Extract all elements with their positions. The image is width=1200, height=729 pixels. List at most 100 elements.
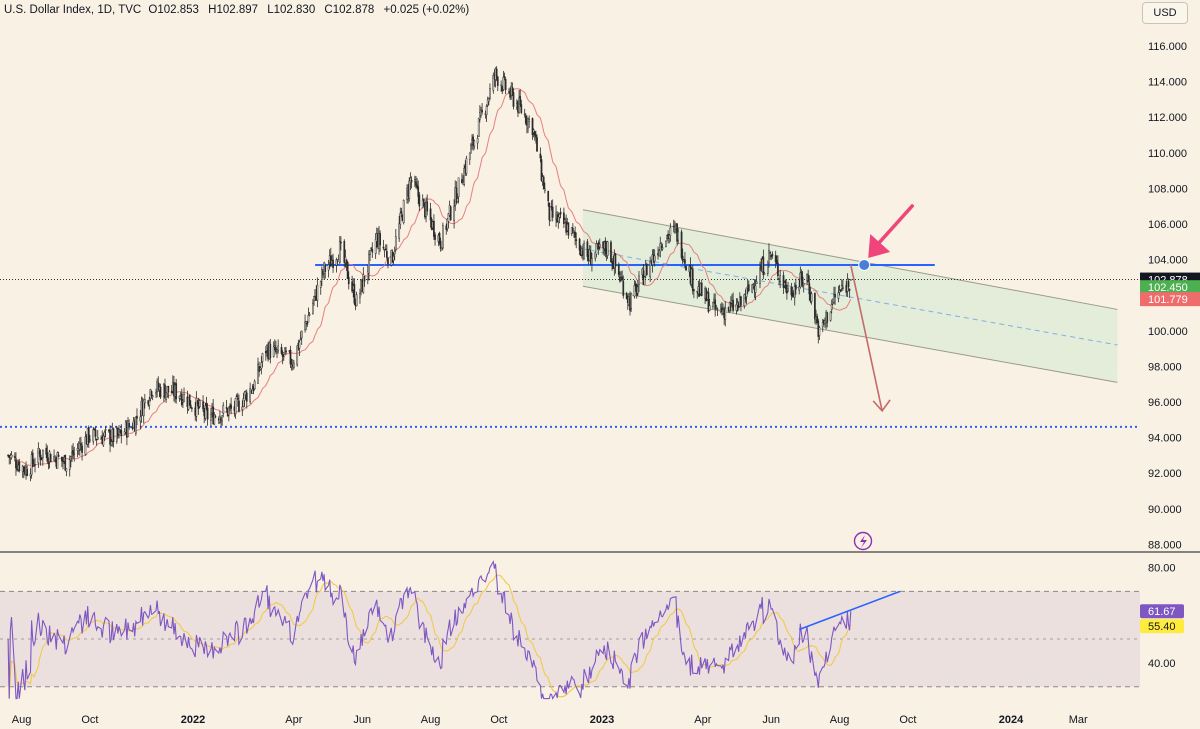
candle-body bbox=[800, 272, 803, 280]
high-label: H bbox=[208, 4, 217, 16]
candle-body bbox=[449, 206, 452, 220]
candle-body bbox=[251, 388, 254, 394]
candle-body bbox=[755, 281, 758, 284]
candle-body bbox=[292, 362, 295, 368]
candle-body bbox=[440, 247, 443, 251]
candle-body bbox=[64, 454, 67, 471]
candle-body bbox=[814, 293, 816, 320]
candle-body bbox=[768, 250, 770, 264]
price-tick-label: 116.000 bbox=[1148, 41, 1187, 53]
candle-body bbox=[830, 304, 833, 310]
candle-body bbox=[249, 388, 251, 402]
candle-body bbox=[563, 212, 565, 224]
currency-button[interactable]: USD bbox=[1142, 2, 1188, 24]
candle-body bbox=[379, 233, 381, 246]
candle-body bbox=[151, 395, 154, 398]
candle-body bbox=[234, 398, 237, 415]
candle-body bbox=[213, 414, 216, 425]
candle-body bbox=[799, 272, 802, 288]
time-tick-label: Aug bbox=[830, 714, 850, 726]
candle-body bbox=[214, 416, 217, 418]
candle-body bbox=[518, 97, 520, 113]
candle-body bbox=[112, 428, 115, 443]
close-label: C bbox=[324, 4, 333, 16]
rsi-tick-label: 40.00 bbox=[1148, 658, 1176, 670]
candle-body bbox=[798, 286, 801, 291]
candle-body bbox=[468, 152, 471, 160]
candle-body bbox=[142, 400, 145, 417]
candle-body bbox=[335, 259, 338, 266]
candle-body bbox=[45, 447, 48, 455]
candle-body bbox=[128, 423, 130, 428]
candle-body bbox=[810, 293, 813, 302]
candle-body bbox=[744, 296, 747, 300]
candle-body bbox=[170, 390, 173, 394]
price-tick-label: 96.000 bbox=[1148, 397, 1182, 409]
candle-body bbox=[13, 456, 16, 458]
time-tick-label: Aug bbox=[12, 714, 32, 726]
candle-body bbox=[191, 407, 193, 409]
candle-body bbox=[535, 134, 537, 138]
candle-body bbox=[143, 399, 146, 404]
candle-body bbox=[708, 305, 711, 311]
candle-body bbox=[531, 118, 534, 136]
candle-body bbox=[272, 346, 275, 357]
candle-body bbox=[668, 234, 671, 239]
candle-body bbox=[802, 283, 805, 286]
candle-body bbox=[434, 234, 436, 240]
candle-body bbox=[591, 258, 593, 265]
candle-body bbox=[136, 415, 138, 419]
candle-body bbox=[222, 405, 225, 414]
candle-body bbox=[834, 294, 836, 298]
candle-body bbox=[304, 321, 306, 331]
candle-body bbox=[453, 206, 455, 222]
price-tick-label: 90.000 bbox=[1148, 504, 1182, 516]
candle-body bbox=[230, 404, 232, 409]
candle-body bbox=[285, 350, 287, 353]
candle-body bbox=[89, 439, 91, 441]
candle-body bbox=[763, 273, 766, 275]
candle-body bbox=[150, 391, 153, 397]
candle-body bbox=[539, 153, 542, 159]
candle-body bbox=[536, 137, 538, 152]
candle-body bbox=[259, 367, 262, 370]
candle-body bbox=[312, 302, 314, 314]
candle-body bbox=[300, 330, 303, 339]
candle-body bbox=[346, 261, 349, 280]
candle-body bbox=[712, 301, 714, 307]
candle-body bbox=[818, 327, 821, 336]
candle-body bbox=[532, 129, 535, 133]
candle-body bbox=[759, 267, 761, 284]
candle-body bbox=[520, 104, 523, 113]
touch-point-marker bbox=[858, 258, 871, 271]
candle-body bbox=[421, 199, 424, 209]
candle-body bbox=[528, 119, 531, 122]
price-tick-label: 100.000 bbox=[1148, 326, 1188, 338]
candle-body bbox=[575, 239, 578, 241]
channel-lower-line bbox=[582, 285, 1118, 383]
candle-body bbox=[260, 362, 263, 369]
candle-body bbox=[549, 206, 552, 222]
candle-body bbox=[18, 462, 21, 472]
candle-body bbox=[691, 269, 694, 292]
candle-body bbox=[204, 405, 207, 419]
candle-body bbox=[93, 428, 96, 430]
candle-body bbox=[463, 167, 466, 185]
candle-body bbox=[480, 109, 482, 116]
candle-body bbox=[653, 255, 656, 262]
candle-body bbox=[782, 275, 785, 288]
candle-body bbox=[205, 402, 208, 410]
candle-body bbox=[394, 236, 397, 250]
candle-body bbox=[345, 259, 348, 264]
candle-body bbox=[643, 276, 646, 286]
pink-arrow-head bbox=[868, 233, 891, 258]
candle-body bbox=[340, 241, 342, 244]
candle-body bbox=[429, 208, 432, 221]
candle-body bbox=[236, 397, 239, 400]
candle-body bbox=[519, 96, 522, 105]
candle-body bbox=[61, 456, 63, 462]
candle-body bbox=[769, 252, 771, 254]
candle-body bbox=[786, 288, 788, 294]
candle-body bbox=[54, 457, 57, 459]
